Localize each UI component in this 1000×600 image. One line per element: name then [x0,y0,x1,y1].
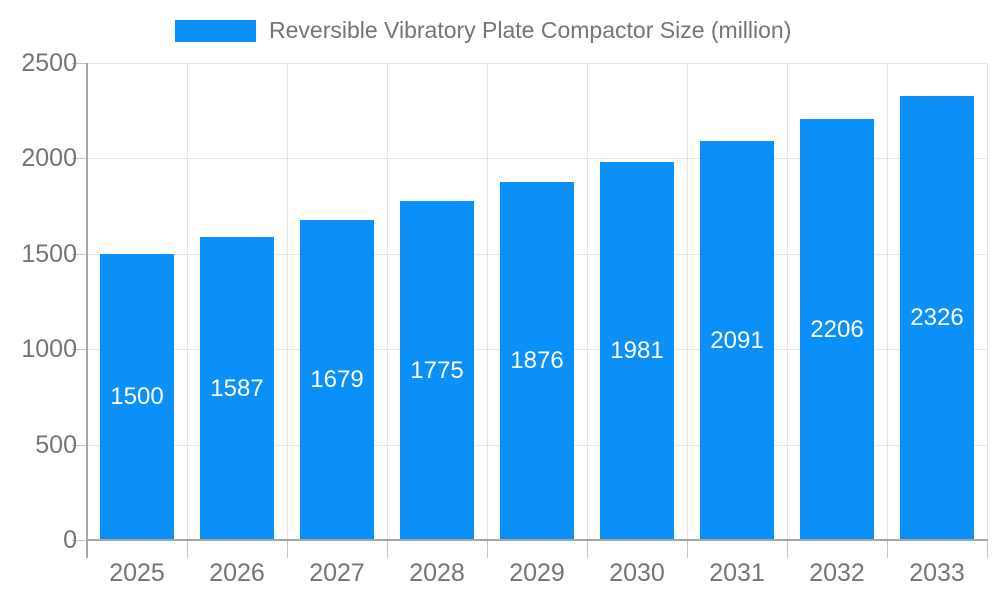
x-axis-tick-label: 2029 [509,559,565,587]
x-axis-line [86,539,988,541]
x-tick [787,541,788,558]
x-axis-tick-label: 2032 [809,559,865,587]
x-tick [887,541,888,558]
bar-value-label: 1876 [510,347,564,374]
x-axis-tick-label: 2027 [309,559,365,587]
bar-2028[interactable]: 1775 [400,201,474,540]
x-tick [187,541,188,558]
y-axis-tick-label: 2500 [21,49,77,77]
bar-2025[interactable]: 1500 [100,254,174,540]
bar-value-label: 1587 [210,374,264,402]
y-gridline [87,158,987,159]
y-gridline [87,63,987,64]
x-gridline [887,63,888,540]
y-axis-tick-label: 0 [63,526,77,554]
chart-legend[interactable]: Reversible Vibratory Plate Compactor Siz… [175,17,791,44]
y-tick [72,540,86,541]
y-tick [72,445,86,446]
y-axis-tick-label: 500 [35,431,77,459]
y-axis-tick-label: 2000 [21,144,77,172]
x-tick [287,541,288,558]
x-gridline [487,63,488,540]
bar-2030[interactable]: 1981 [600,162,674,540]
x-axis-tick-label: 2031 [709,559,765,587]
x-tick [987,541,988,558]
legend-swatch [175,19,256,42]
y-axis-tick-label: 1000 [21,335,77,363]
x-axis-tick-label: 2026 [209,559,265,587]
bar-value-label: 2326 [910,304,964,331]
x-axis-tick-label: 2025 [109,559,165,587]
x-axis-tick-label: 2028 [409,559,465,587]
bar-value-label: 1775 [410,356,464,384]
bar-2027[interactable]: 1679 [300,220,374,540]
y-axis-line [86,63,88,558]
x-axis-tick-label: 2033 [909,559,965,587]
x-gridline [587,63,588,540]
x-gridline [387,63,388,540]
bar-value-label: 1981 [610,337,664,364]
y-tick [72,349,86,350]
bar-value-label: 2091 [710,326,764,354]
x-gridline [987,63,988,540]
bar-2031[interactable]: 2091 [700,141,774,540]
bar-value-label: 1679 [310,366,364,393]
x-gridline [687,63,688,540]
x-gridline [287,63,288,540]
x-tick [687,541,688,558]
y-axis-tick-label: 1500 [21,240,77,268]
bar-value-label: 2206 [810,315,864,343]
x-gridline [787,63,788,540]
bar-2026[interactable]: 1587 [200,237,274,540]
bar-2033[interactable]: 2326 [900,96,974,540]
x-tick [587,541,588,558]
x-gridline [187,63,188,540]
bar-value-label: 1500 [110,383,164,410]
y-tick [72,158,86,159]
legend-label: Reversible Vibratory Plate Compactor Siz… [269,17,792,43]
y-tick [72,63,86,64]
bar-2032[interactable]: 2206 [800,119,874,540]
x-axis-tick-label: 2030 [609,559,665,587]
bar-2029[interactable]: 1876 [500,182,574,540]
x-tick [487,541,488,558]
x-tick [387,541,388,558]
y-tick [72,254,86,255]
